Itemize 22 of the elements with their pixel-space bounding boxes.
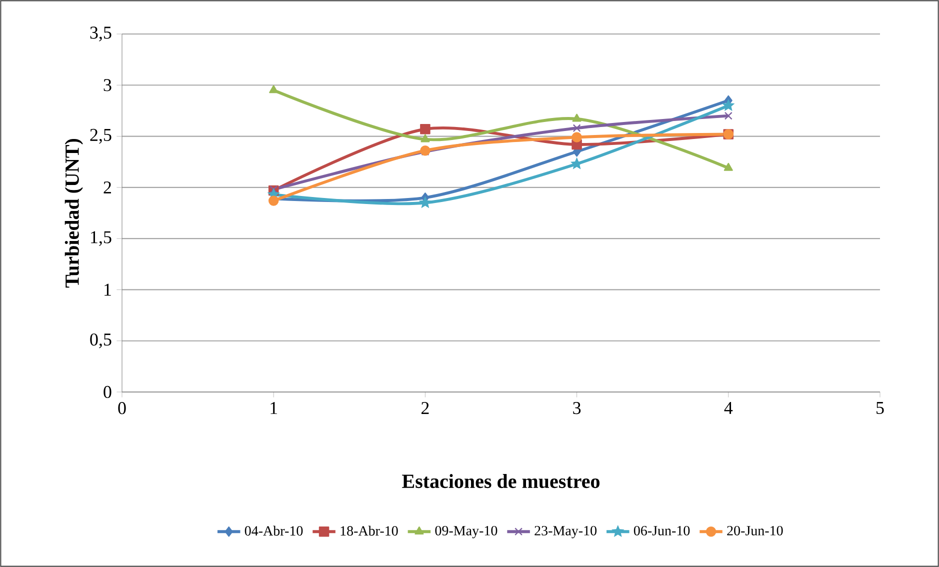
x-tick-label: 2	[421, 402, 429, 414]
y-tick-label: 2,5	[90, 128, 112, 144]
legend-label: 09-May-10	[435, 526, 498, 538]
y-axis-title: Turbiedad (UNT)	[64, 138, 83, 288]
x-tick-label: 4	[724, 402, 733, 414]
legend-label: 04-Abr-10	[244, 526, 303, 536]
x-tick-label: 5	[876, 402, 884, 414]
legend-label: 06-Jun-10	[634, 526, 690, 536]
y-tick-label: 0,5	[90, 333, 112, 348]
y-tick-label: 3,5	[90, 26, 112, 42]
y-tick-label: 1	[104, 284, 111, 296]
y-tick-label: 1,5	[91, 231, 112, 246]
y-tick-label: 3	[104, 79, 112, 92]
y-tick-label: 0	[104, 386, 112, 398]
x-axis-title: Estaciones de muestreo	[402, 474, 600, 488]
legend-label: 18-Abr-10	[340, 526, 398, 536]
x-tick-label: 3	[573, 402, 581, 414]
legend-label: 20-Jun-10	[727, 526, 783, 536]
x-tick-label: 0	[118, 402, 126, 414]
x-tick-label: 1	[270, 402, 278, 414]
y-tick-label: 2	[104, 181, 111, 194]
legend-label: 23-May-10	[534, 526, 597, 538]
